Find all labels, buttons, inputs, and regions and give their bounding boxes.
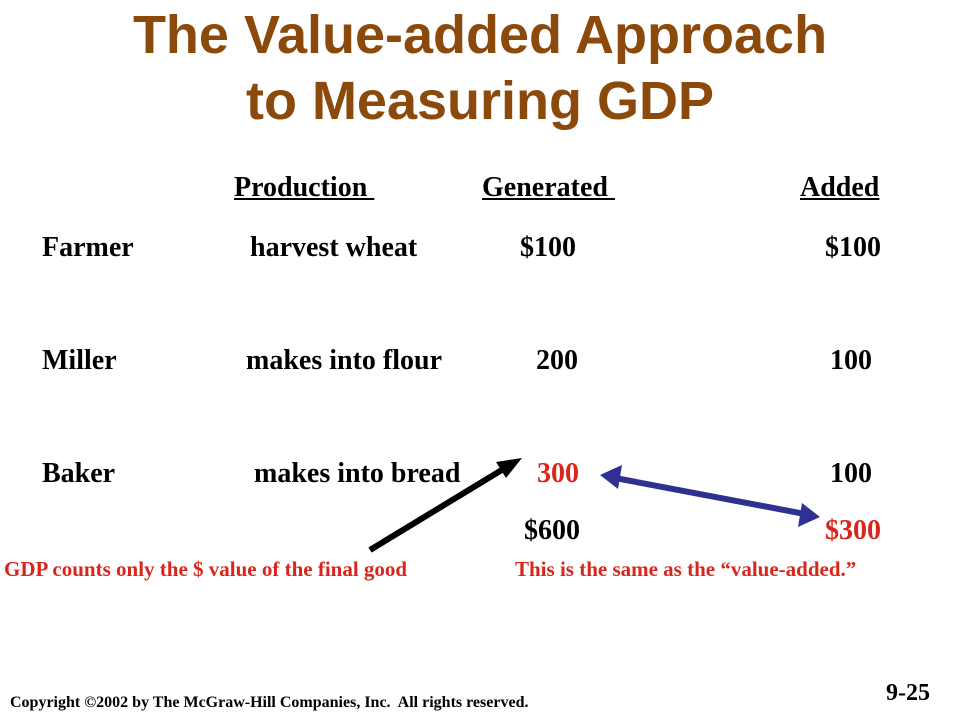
row-baker-generated: 300 bbox=[537, 458, 579, 489]
row-farmer-activity: harvest wheat bbox=[250, 232, 418, 263]
row-farmer-generated: $100 bbox=[520, 232, 576, 263]
slide-title-line1: The Value-added Approach bbox=[132, 5, 828, 65]
row-farmer-added: $100 bbox=[825, 232, 881, 263]
total-generated: $600 bbox=[524, 515, 580, 546]
slide-title-line2: to Measuring GDP bbox=[245, 71, 715, 131]
note-final-good: GDP counts only the $ value of the final… bbox=[4, 557, 408, 581]
row-farmer-who: Farmer bbox=[42, 232, 134, 263]
row-baker-who: Baker bbox=[42, 458, 116, 489]
blue-double-arrow bbox=[600, 465, 820, 527]
row-miller-activity: makes into flour bbox=[246, 345, 442, 376]
note-same-as-value-added: This is the same as the “value-added.” bbox=[515, 557, 857, 581]
header-generated: Generated bbox=[482, 172, 615, 203]
row-miller-added: 100 bbox=[830, 345, 872, 376]
slide-number: 9-25 bbox=[886, 680, 930, 706]
row-miller-generated: 200 bbox=[536, 345, 578, 376]
row-miller-who: Miller bbox=[42, 345, 117, 376]
copyright-notice: Copyright ©2002 by The McGraw-Hill Compa… bbox=[10, 694, 529, 711]
total-added: $300 bbox=[825, 515, 881, 546]
row-baker-activity: makes into bread bbox=[254, 458, 461, 489]
header-added: Added bbox=[800, 172, 880, 203]
header-production: Production bbox=[234, 172, 375, 203]
black-arrow bbox=[368, 458, 522, 553]
row-baker-added: 100 bbox=[830, 458, 872, 489]
